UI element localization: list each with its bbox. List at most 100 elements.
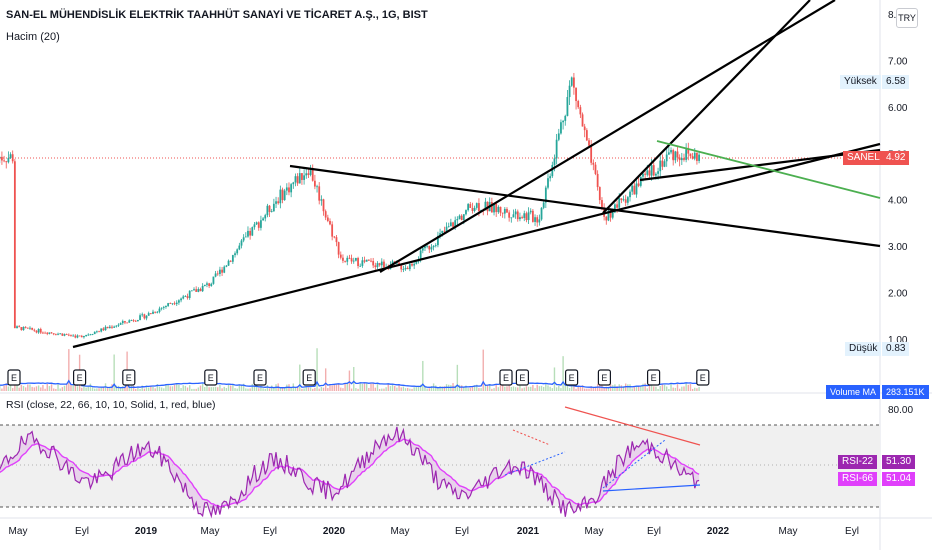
candle-body	[670, 150, 672, 153]
volume-bar	[208, 387, 210, 391]
earnings-marker[interactable]: E	[499, 369, 513, 386]
candle-body	[115, 325, 118, 327]
candle-body	[642, 173, 644, 177]
volume-bar	[322, 387, 325, 391]
volume-bar	[160, 387, 163, 391]
volume-bar	[240, 385, 243, 391]
earnings-marker[interactable]: E	[253, 369, 267, 386]
candle-body	[655, 173, 657, 176]
volume-bar	[525, 386, 528, 391]
price-axis-tick: 2.00	[888, 289, 908, 300]
volume-bar	[106, 388, 109, 391]
earnings-marker[interactable]: E	[72, 369, 87, 386]
currency-badge[interactable]: TRY	[896, 8, 918, 28]
earnings-marker[interactable]: E	[696, 369, 710, 386]
earnings-marker[interactable]: E	[7, 369, 21, 386]
volume-bar	[318, 388, 320, 391]
candle-body	[536, 217, 539, 223]
volume-bar	[96, 388, 98, 391]
candle-body	[236, 249, 239, 254]
earnings-marker-box	[7, 369, 21, 386]
candle-body	[346, 257, 349, 262]
candle-body	[78, 335, 81, 337]
candle-body	[195, 289, 198, 292]
volume-bar	[413, 387, 415, 391]
candle-body	[253, 224, 256, 228]
rsi-legend[interactable]: RSI (close, 22, 66, 10, 10, Solid, 1, re…	[6, 399, 216, 411]
candle-body	[452, 222, 454, 227]
volume-bar	[672, 387, 674, 391]
candle-body	[7, 157, 10, 163]
earnings-marker[interactable]: E	[515, 369, 530, 386]
earnings-marker[interactable]: E	[122, 369, 136, 386]
volume-bar	[266, 385, 269, 391]
candle-body	[173, 303, 176, 305]
volume-legend[interactable]: Hacim (20)	[6, 31, 60, 43]
candle-body	[83, 335, 85, 338]
candle-body	[568, 85, 571, 98]
volume-bar	[294, 387, 297, 391]
candle-body	[29, 327, 31, 329]
rsi-band	[0, 425, 880, 507]
volume-bar	[627, 384, 629, 391]
candle-body	[590, 145, 593, 163]
trendline-falling[interactable]	[289, 164, 881, 248]
earnings-marker[interactable]: E	[204, 369, 218, 386]
candle-body	[219, 269, 221, 274]
volume-bar	[255, 384, 258, 391]
candle-body	[659, 160, 662, 172]
earnings-marker-letter: E	[306, 373, 312, 383]
candle-body	[158, 308, 161, 312]
candle-body	[22, 326, 25, 331]
volume-bar	[55, 388, 57, 391]
candle-body	[231, 255, 234, 262]
volume-bar	[242, 383, 245, 391]
volume-bar	[221, 388, 223, 391]
trendlines[interactable]	[72, 0, 881, 349]
candle-body	[156, 311, 159, 313]
candle-body	[167, 303, 170, 306]
volume-bar	[91, 387, 94, 391]
candle-body	[398, 262, 400, 265]
trendline-long-support[interactable]	[72, 142, 881, 349]
candle-body	[61, 333, 64, 336]
volume-bar	[61, 387, 64, 391]
candle-body	[272, 203, 275, 212]
trendline-short-support[interactable]	[639, 148, 881, 182]
candle-body	[555, 139, 558, 159]
volume-bar	[489, 383, 491, 391]
earnings-marker[interactable]: E	[302, 369, 316, 386]
candle-body	[361, 260, 364, 266]
volume-bar	[605, 386, 607, 391]
candle-body	[57, 333, 59, 335]
trendline-rising-channel[interactable]	[379, 0, 836, 273]
volume-bar	[165, 384, 167, 391]
candlestick-series	[0, 72, 700, 339]
volume-bar	[640, 386, 642, 391]
earnings-marker[interactable]: E	[646, 369, 661, 386]
chart-title[interactable]: SAN-EL MÜHENDİSLİK ELEKTRİK TAAHHÜT SANA…	[6, 9, 428, 21]
volume-bar	[663, 384, 666, 391]
volume-bar	[50, 384, 53, 391]
rsi-trend-red[interactable]	[564, 406, 701, 446]
volume-bar	[214, 386, 217, 391]
candle-body	[365, 259, 368, 262]
trendline-steep[interactable]	[602, 0, 811, 214]
volume-bar	[197, 387, 200, 391]
rsi-trend-blue[interactable]	[602, 484, 701, 492]
earnings-marker[interactable]: E	[597, 369, 612, 386]
volume-bar	[264, 388, 266, 391]
candle-body	[497, 206, 500, 213]
earnings-marker-box	[646, 369, 661, 386]
candle-body	[208, 283, 211, 287]
volume-bar	[566, 384, 569, 391]
volume-bar	[521, 388, 523, 391]
volume-bar	[480, 388, 482, 391]
candle-body	[206, 283, 208, 285]
volume-bar	[612, 385, 614, 391]
earnings-marker[interactable]: E	[564, 369, 579, 386]
candle-body	[493, 203, 495, 213]
candle-body	[104, 326, 107, 331]
trendline-green[interactable]	[656, 140, 881, 199]
